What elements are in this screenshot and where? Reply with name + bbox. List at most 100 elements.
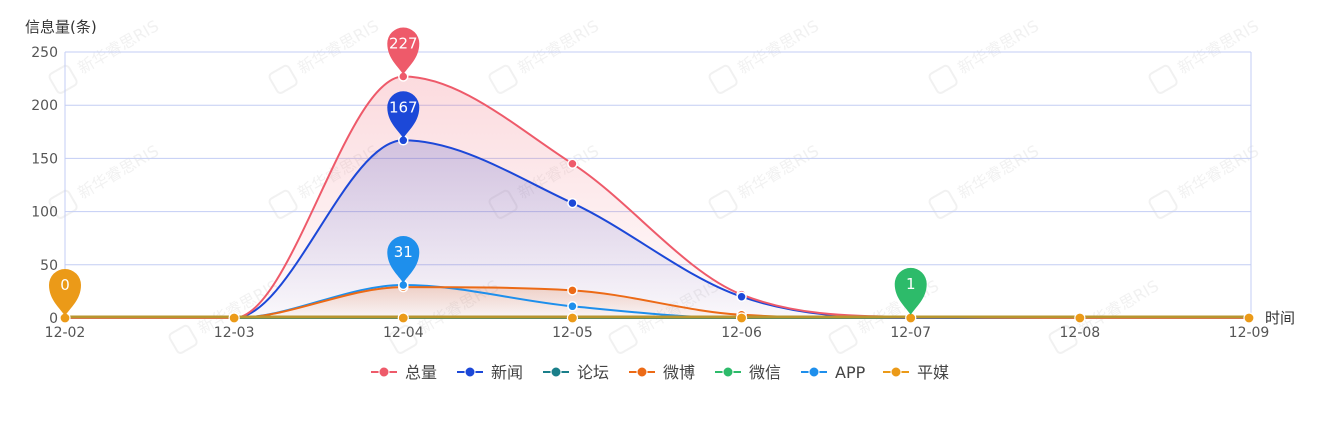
data-point: [1243, 312, 1255, 324]
watermark-icon: [928, 64, 958, 94]
legend-label: 论坛: [577, 363, 609, 382]
watermark-icon: [608, 324, 638, 354]
legend-swatch-dot: [808, 366, 820, 378]
legend-item-新闻[interactable]: 新闻: [457, 363, 523, 382]
pin-shape: [49, 269, 81, 316]
pin-shape: [894, 267, 927, 315]
legend[interactable]: 总量 新闻 论坛 微博 微信 APP 平媒: [371, 363, 949, 382]
pin-marker: 1: [894, 267, 927, 315]
x-tick-label: 12-09: [1229, 325, 1270, 341]
watermark-icon: [828, 324, 858, 354]
watermark-text: 新华睿思RIS: [515, 16, 602, 77]
watermark-icon: [48, 189, 78, 219]
legend-item-总量[interactable]: 总量: [371, 363, 437, 382]
areas-layer: [65, 76, 1249, 318]
watermark-text: 新华睿思RIS: [735, 141, 822, 202]
legend-label: 平媒: [917, 363, 949, 382]
y-tick-label: 100: [31, 205, 58, 221]
data-point: [736, 291, 747, 302]
watermark-icon: [268, 189, 298, 219]
legend-label: APP: [835, 363, 866, 382]
data-point: [567, 285, 578, 296]
y-tick-label: 200: [31, 98, 58, 114]
legend-swatch-dot: [378, 366, 390, 378]
data-point: [567, 301, 578, 312]
watermark-logo: 新华睿思RIS: [928, 141, 1042, 219]
pin-label: 0: [60, 276, 70, 294]
watermark-logo: 新华睿思RIS: [1148, 141, 1262, 219]
watermark-icon: [1048, 324, 1078, 354]
watermark-icon: [48, 64, 78, 94]
data-point: [397, 312, 409, 324]
x-axis-title: 时间: [1265, 309, 1295, 327]
watermark-text: 新华睿思RIS: [1175, 141, 1262, 202]
data-point: [567, 197, 578, 209]
legend-item-微信[interactable]: 微信: [715, 363, 781, 382]
legend-swatch-dot: [550, 366, 562, 378]
points-layer: [59, 71, 1255, 324]
watermark-text: 新华睿思RIS: [1175, 16, 1262, 77]
watermark-icon: [928, 189, 958, 219]
pin-marker: 31: [387, 236, 420, 284]
data-point: [566, 312, 579, 324]
lines-layer: [65, 75, 1249, 320]
y-tick-label: 0: [49, 311, 58, 327]
pin-label: 167: [389, 98, 418, 116]
watermark-icon: [168, 324, 198, 354]
data-point: [735, 312, 748, 324]
pins-layer: 227 167 31 0 1: [49, 27, 927, 316]
grid-layer: [65, 51, 1252, 318]
legend-item-平媒[interactable]: 平媒: [883, 363, 949, 382]
watermark-logo: 新华睿思RIS: [708, 141, 822, 219]
pin-marker: 0: [49, 269, 81, 316]
watermark-logo: 新华睿思RIS: [1048, 276, 1162, 354]
watermark-icon: [1148, 64, 1178, 94]
series-area-总量: [65, 76, 1249, 318]
y-axis-title: 信息量(条): [25, 18, 97, 36]
legend-item-APP[interactable]: APP: [801, 363, 866, 382]
watermark-text: 新华睿思RIS: [75, 141, 162, 202]
pin-marker: 167: [387, 91, 420, 139]
legend-swatch-dot: [890, 366, 902, 378]
x-tick-label: 12-07: [890, 325, 931, 341]
y-tick-label: 150: [31, 151, 58, 167]
watermark-logo: 新华睿思RIS: [928, 16, 1042, 94]
x-tick-label: 12-05: [552, 325, 593, 341]
legend-label: 微博: [663, 363, 695, 382]
watermark-icon: [1148, 189, 1178, 219]
legend-label: 新闻: [491, 363, 523, 382]
watermark-logo: 新华睿思RIS: [488, 16, 602, 94]
pin-label: 227: [389, 34, 418, 52]
watermark-text: 新华睿思RIS: [735, 16, 822, 77]
y-tick-label: 250: [31, 45, 58, 61]
data-point: [228, 312, 240, 324]
watermark-logo: 新华睿思RIS: [1148, 16, 1262, 94]
legend-label: 微信: [749, 363, 781, 382]
x-tick-label: 12-02: [45, 325, 86, 341]
legend-swatch-dot: [636, 366, 648, 378]
watermark-logo: 新华睿思RIS: [268, 16, 382, 94]
watermark-text: 新华睿思RIS: [955, 141, 1042, 202]
x-tick-label: 12-03: [214, 325, 255, 341]
pin-shape: [387, 27, 420, 75]
x-tick-label: 12-06: [721, 325, 762, 341]
watermark-text: 新华睿思RIS: [955, 16, 1042, 77]
legend-item-微博[interactable]: 微博: [629, 363, 695, 382]
pin-shape: [387, 236, 420, 284]
data-point: [567, 158, 578, 169]
y-tick-label: 50: [40, 258, 58, 274]
watermark-icon: [708, 64, 738, 94]
legend-swatch-dot: [464, 366, 476, 378]
watermark-icon: [708, 189, 738, 219]
watermark-icon: [488, 64, 518, 94]
legend-item-论坛[interactable]: 论坛: [543, 363, 609, 382]
pin-marker: 227: [387, 27, 420, 75]
pin-shape: [387, 91, 420, 139]
x-tick-label: 12-04: [383, 325, 424, 341]
pin-label: 1: [906, 275, 916, 293]
watermark-icon: [388, 324, 418, 354]
x-tick-label: 12-08: [1060, 325, 1101, 341]
